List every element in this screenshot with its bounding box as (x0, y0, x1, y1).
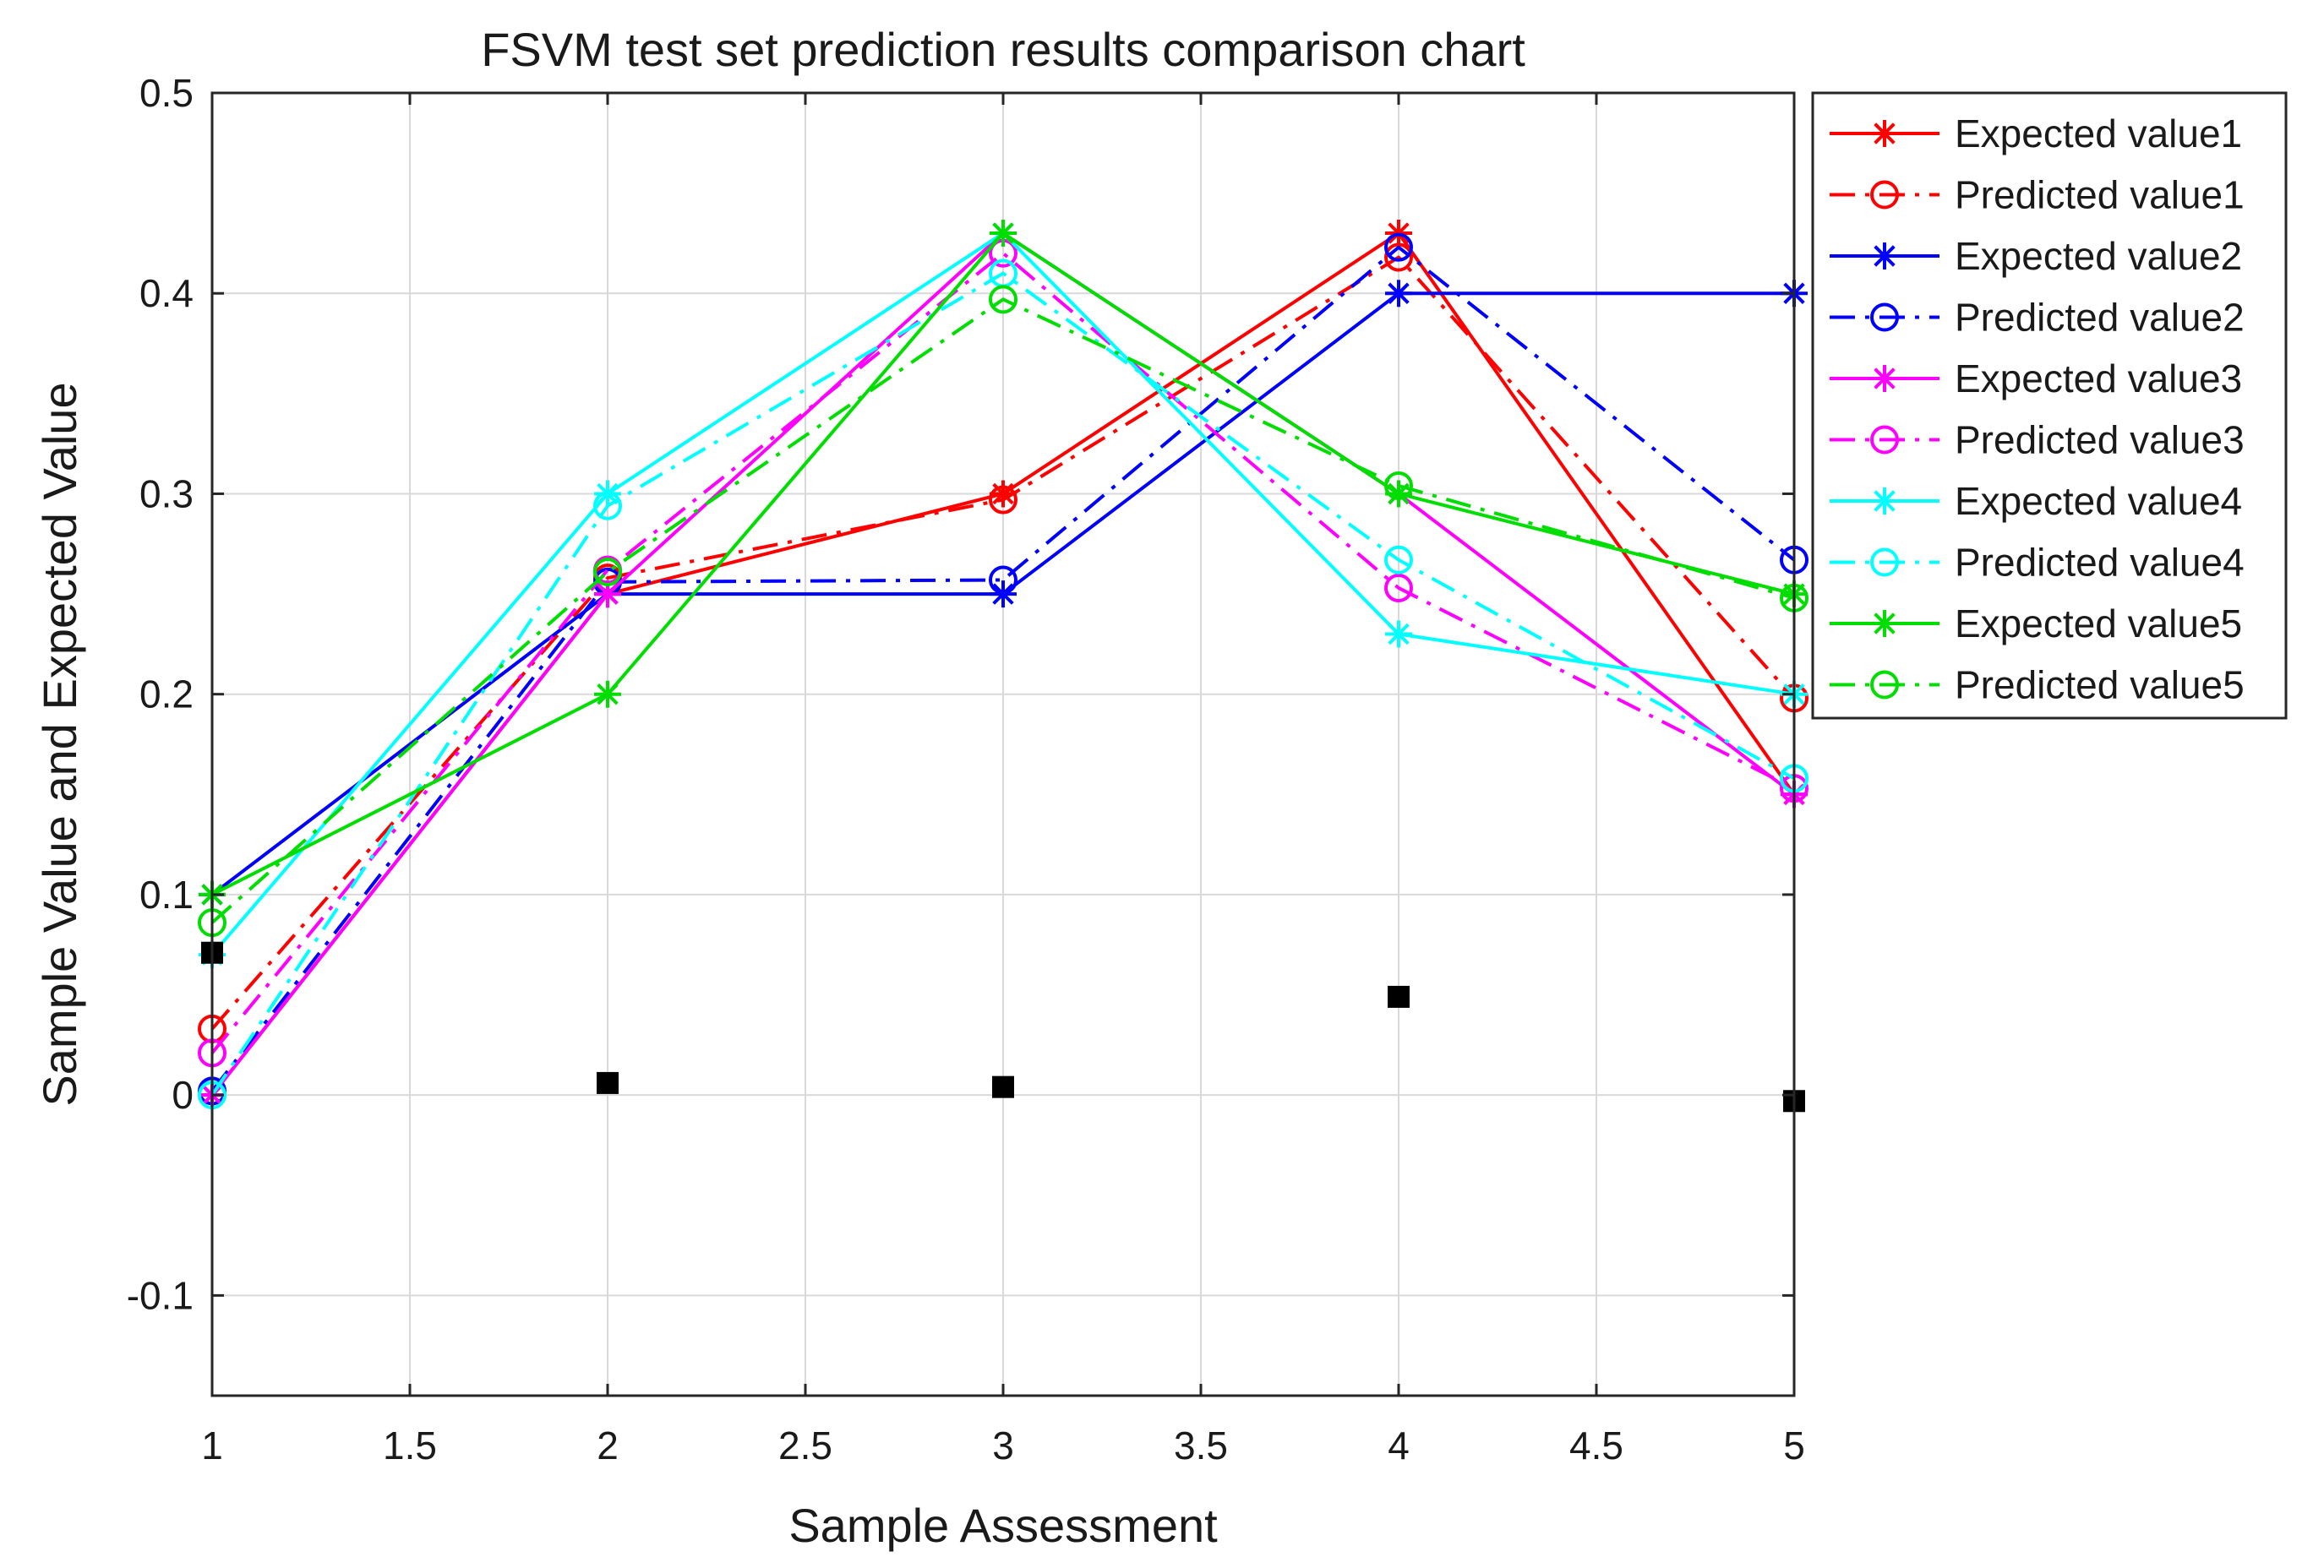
legend-marker (1870, 670, 1899, 700)
data-point-asterisk (990, 480, 1017, 508)
data-point-circle (1384, 471, 1413, 500)
x-axis-title: Sample Assessment (788, 1499, 1218, 1552)
legend-entry: Expected value3 (1830, 357, 2242, 400)
legend-marker (1870, 425, 1899, 455)
data-point-circle (989, 285, 1017, 314)
series-line (210, 255, 1796, 1031)
data-point-circle (1384, 573, 1413, 602)
y-tick-label: 0 (172, 1073, 194, 1117)
series-line (210, 271, 1795, 1097)
chart-title: FSVM test set prediction results compari… (481, 23, 1525, 76)
x-tick-label: 1 (201, 1424, 223, 1467)
y-tick-label: 0.2 (139, 672, 194, 716)
legend-entry: Predicted value5 (1830, 663, 2245, 707)
legend-entry: Predicted value4 (1830, 541, 2245, 585)
legend-label: Expected value2 (1955, 234, 2242, 278)
x-tick-label: 2 (597, 1424, 619, 1467)
legend-label: Predicted value2 (1955, 296, 2245, 340)
legend-entry: Predicted value1 (1830, 173, 2245, 217)
data-point-circle (1384, 232, 1413, 262)
data-point-circle (593, 557, 622, 586)
legend-label: Predicted value1 (1955, 173, 2245, 217)
x-tick-label: 2.5 (778, 1424, 832, 1467)
y-tick-label: 0.3 (139, 471, 194, 515)
data-point-asterisk (594, 680, 621, 708)
scatter-square-point (597, 1071, 619, 1094)
legend-entry: Expected value5 (1830, 602, 2242, 645)
legend-marker (1871, 242, 1898, 270)
x-tick-label: 1.5 (383, 1424, 437, 1467)
x-tick-label: 3 (992, 1424, 1014, 1467)
y-tick-label: -0.1 (127, 1273, 194, 1317)
data-point-asterisk (1385, 620, 1412, 648)
legend-label: Predicted value3 (1955, 418, 2245, 462)
scatter-square-point (992, 1075, 1014, 1098)
legend-label: Expected value1 (1955, 112, 2242, 155)
legend-entry: Predicted value3 (1830, 418, 2245, 462)
y-tick-label: 0.5 (139, 71, 194, 115)
data-point-circle (593, 491, 622, 520)
data-point-asterisk (990, 220, 1017, 248)
x-tick-label: 4 (1388, 1424, 1410, 1467)
legend-entry: Expected value2 (1830, 234, 2242, 278)
legend-entry: Expected value4 (1830, 479, 2242, 523)
legend-entry: Expected value1 (1830, 112, 2242, 155)
data-point-circle (989, 485, 1017, 514)
x-tick-label: 4.5 (1569, 1424, 1623, 1467)
legend-marker (1871, 610, 1898, 637)
legend-label: Predicted value4 (1955, 541, 2245, 585)
y-tick-label: 0.4 (139, 271, 194, 315)
legend-label: Expected value5 (1955, 602, 2242, 645)
legend-marker (1870, 180, 1899, 210)
data-point-circle (989, 565, 1017, 595)
legend-label: Predicted value5 (1955, 663, 2245, 707)
data-point-circle (1384, 545, 1413, 574)
x-tick-label: 5 (1783, 1424, 1805, 1467)
legend-marker (1870, 302, 1899, 332)
legend-label: Expected value3 (1955, 357, 2242, 400)
legend-entry: Predicted value2 (1830, 296, 2245, 340)
data-point-asterisk (1385, 280, 1412, 308)
legend-marker (1871, 487, 1898, 514)
legend-marker (1870, 547, 1899, 577)
x-tick-label: 3.5 (1174, 1424, 1228, 1467)
legend-label: Expected value4 (1955, 479, 2242, 523)
legend-marker (1871, 120, 1898, 147)
y-tick-label: 0.1 (139, 873, 194, 917)
y-axis-title: Sample Value and Expected Value (33, 382, 86, 1106)
axes-layer: 1 1.5 2 2.5 3 3.5 4 4.5 5 -0.1 0 0.1 0.2 0.3 0.4 0.5 (127, 71, 1805, 1467)
legend-box (1811, 91, 2288, 720)
series-line (210, 297, 1795, 924)
data-point-asterisk (594, 580, 621, 608)
data-point-circle (1384, 242, 1413, 272)
legend: Expected value1 Predicted value1 Expected … (1811, 91, 2288, 720)
scatter-square-point (1388, 985, 1410, 1008)
legend-marker (1871, 365, 1898, 392)
data-point-asterisk (1385, 480, 1412, 508)
